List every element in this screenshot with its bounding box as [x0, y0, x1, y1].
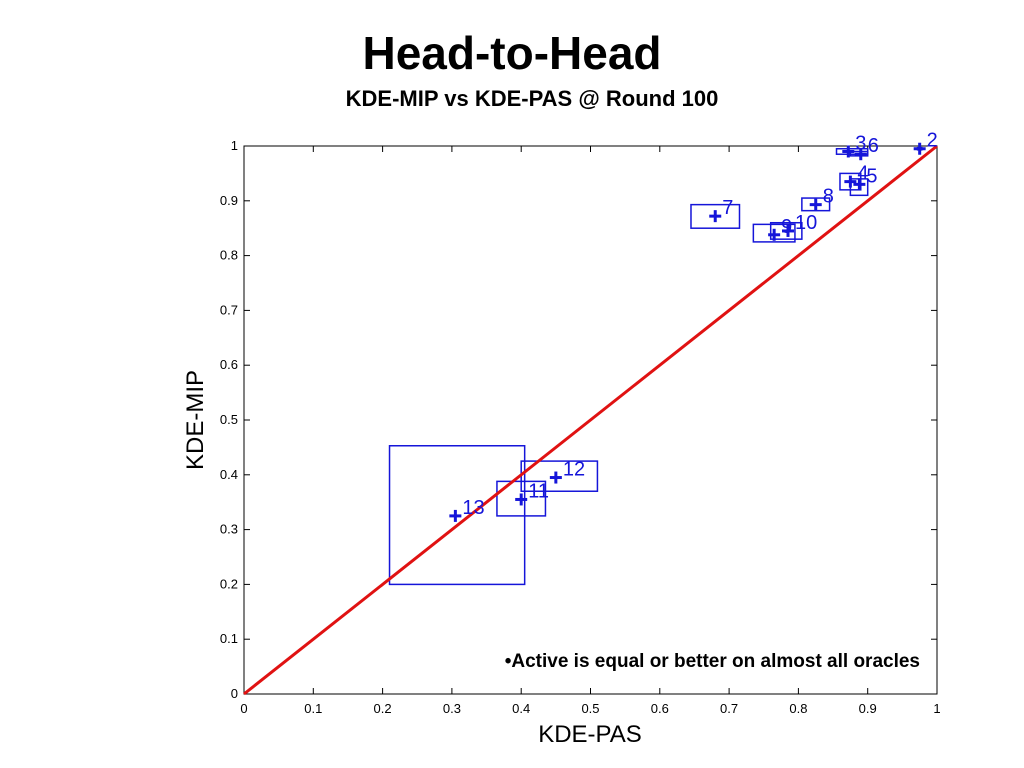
error-boxes [388, 146, 923, 586]
uncertainty-box-13 [388, 445, 526, 586]
x-axis-label: KDE-PAS [538, 721, 642, 748]
y-axis-ticks: 0 0.1 0.2 0.3 0.4 0.5 0.6 0.7 0.8 0.9 1 [220, 138, 937, 701]
point-label: 5 [866, 165, 877, 187]
uncertainty-box-7 [690, 203, 741, 229]
y-tick-label: 0.8 [220, 248, 238, 263]
x-tick-label: 0.6 [651, 701, 669, 716]
slide-title: Head-to-Head [362, 27, 662, 79]
y-tick-label: 0.7 [220, 302, 238, 317]
y-tick-label: 0.1 [220, 631, 238, 646]
x-axis-ticks: 0 0.1 0.2 0.3 0.4 0.5 0.6 0.7 0.8 0.9 1 [240, 146, 941, 716]
point-label: 6 [868, 135, 879, 157]
data-point-11: 11 [515, 480, 549, 506]
x-tick-label: 0.8 [789, 701, 807, 716]
data-point-8: 8 [809, 186, 834, 211]
data-point-12: 12 [549, 459, 585, 484]
uncertainty-box-8 [801, 197, 831, 212]
uncertainty-box-11 [496, 480, 547, 517]
data-point-4: 4 [844, 163, 869, 188]
data-point-2: 2 [913, 130, 938, 155]
y-tick-label: 0 [231, 686, 238, 701]
y-axis-label: KDE-MIP [182, 370, 209, 470]
uncertainty-box-6 [849, 150, 869, 157]
x-tick-label: 0.9 [859, 701, 877, 716]
data-point-10: 10 [782, 212, 817, 237]
data-point-13: 13 [449, 497, 485, 522]
point-label: 8 [823, 186, 834, 208]
uncertainty-box-10 [769, 221, 803, 240]
data-point-3: 3 [842, 132, 866, 158]
y-tick-label: 0.6 [220, 357, 238, 372]
x-tick-label: 0.5 [581, 701, 599, 716]
y-tick-label: 0.5 [220, 412, 238, 427]
x-tick-label: 0.4 [512, 701, 530, 716]
uncertainty-box-9 [752, 223, 796, 243]
x-tick-label: 1 [933, 701, 940, 716]
point-label: 11 [528, 480, 549, 502]
point-label: 3 [855, 132, 866, 154]
point-label: 13 [462, 497, 484, 519]
point-label: 7 [722, 197, 733, 219]
x-tick-label: 0.7 [720, 701, 738, 716]
y-tick-label: 0.4 [220, 467, 238, 482]
x-tick-label: 0.2 [374, 701, 392, 716]
point-label: 4 [857, 163, 868, 185]
x-tick-label: 0.1 [304, 701, 322, 716]
point-label: 12 [563, 459, 585, 481]
point-label: 2 [927, 130, 938, 152]
x-tick-label: 0.3 [443, 701, 461, 716]
y-tick-label: 0.3 [220, 522, 238, 537]
y-tick-label: 1 [231, 138, 238, 153]
x-tick-label: 0 [240, 701, 247, 716]
y-tick-label: 0.2 [220, 576, 238, 591]
slide-subtitle: KDE-MIP vs KDE-PAS @ Round 100 [345, 86, 719, 111]
data-point-7: 7 [709, 197, 733, 223]
annotation-note: •Active is equal or better on almost all… [505, 651, 920, 672]
diagonal-reference-line [243, 144, 938, 696]
y-tick-label: 0.9 [220, 193, 238, 208]
data-point-5: 5 [853, 165, 878, 191]
data-points: 2364587910121113 [449, 130, 938, 522]
data-point-6: 6 [854, 135, 879, 161]
point-label: 10 [795, 212, 817, 234]
